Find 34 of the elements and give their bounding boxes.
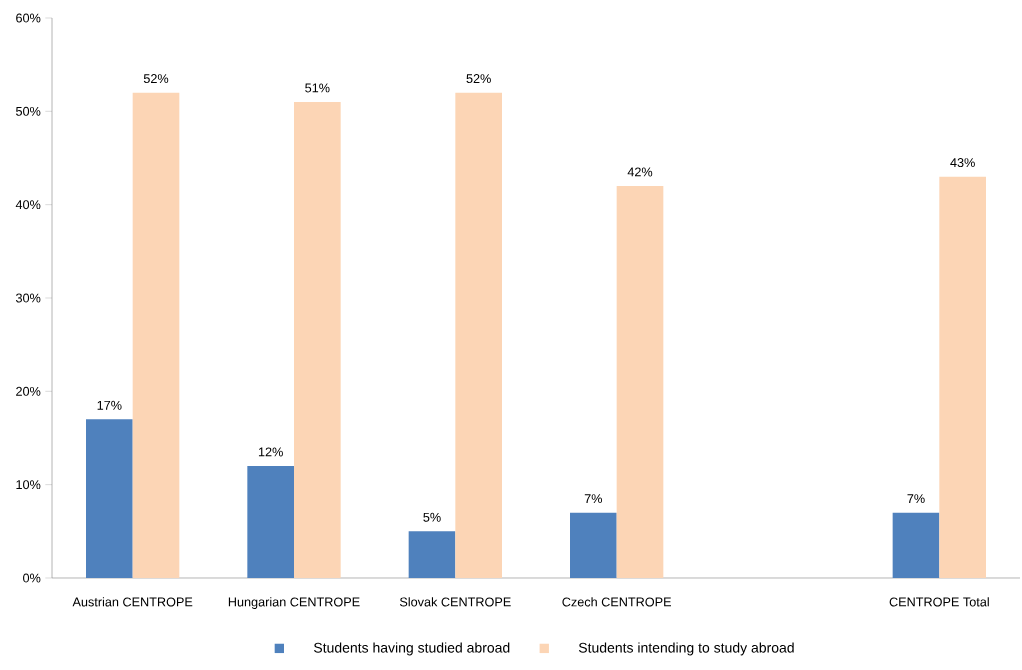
bar [570,512,617,578]
x-tick-label: Austrian CENTROPE [72,597,193,607]
y-tick-label: 40% [15,200,41,210]
data-label: 7% [584,494,603,504]
bar [892,512,940,578]
x-tick-label: CENTROPE Total [889,597,989,607]
x-tick-label: Hungarian CENTROPE [228,597,360,609]
y-tick-label: 10% [16,480,41,490]
bar [939,176,986,578]
y-tick-label: 60% [16,13,41,23]
bar [408,531,456,578]
bar [86,419,133,578]
data-label: 7% [907,494,925,504]
y-tick-label: 20% [16,386,41,396]
bar [616,185,664,578]
bar [455,92,502,578]
bar [247,465,294,578]
data-label: 42% [627,167,653,177]
data-label: 51% [305,83,330,93]
y-tick-label: 50% [16,106,41,116]
data-label: 52% [143,74,169,84]
data-label: 5% [423,512,441,522]
x-tick-label: Slovak CENTROPE [399,597,511,607]
bar [294,101,341,578]
data-label: 52% [466,74,491,84]
legend-label: Students having studied abroad [313,642,510,656]
legend-label: Students intending to study abroad [578,642,794,656]
bar [132,92,180,578]
y-tick-label: 0% [23,573,41,583]
y-tick-label: 30% [15,293,41,303]
data-label: 12% [258,447,283,457]
data-label: 17% [97,400,122,410]
x-tick-label: Czech CENTROPE [562,597,671,607]
data-label: 43% [950,158,975,168]
